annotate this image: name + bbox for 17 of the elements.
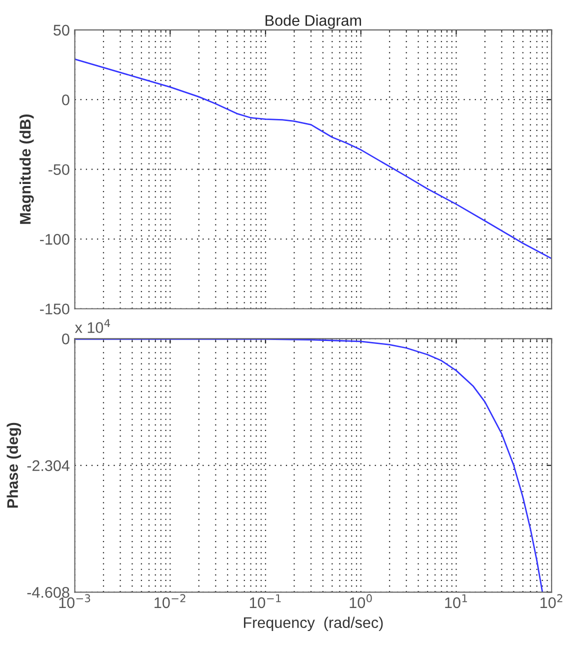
y-axis-title: Magnitude (dB): [20, 114, 34, 224]
y-tick-label: 50: [54, 24, 70, 36]
y-tick-label: 0: [62, 94, 70, 106]
chart-title: Bode Diagram: [266, 14, 362, 29]
y-tick-label: -2.304: [27, 460, 70, 472]
x-axis-title: Frequency (rad/sec): [244, 616, 383, 632]
x-tick-label: 10$^{0}$: [350, 594, 372, 608]
x-tick-label: 10$^{2}$: [540, 594, 562, 608]
y-tick-label: -50: [48, 164, 70, 176]
y-tick-label: -150: [40, 304, 70, 314]
y-tick-label: 0: [62, 334, 70, 344]
text: x 10$^{4}$: [74, 319, 110, 333]
y-tick-label: -100: [40, 234, 70, 245]
x-tick-label: 10$^{1}$: [445, 594, 467, 608]
x-tick-label: 10$^{−2}$: [154, 594, 186, 608]
x-tick-label: 10$^{−1}$: [250, 594, 281, 608]
y-axis-title: Phase (deg): [6, 422, 22, 508]
